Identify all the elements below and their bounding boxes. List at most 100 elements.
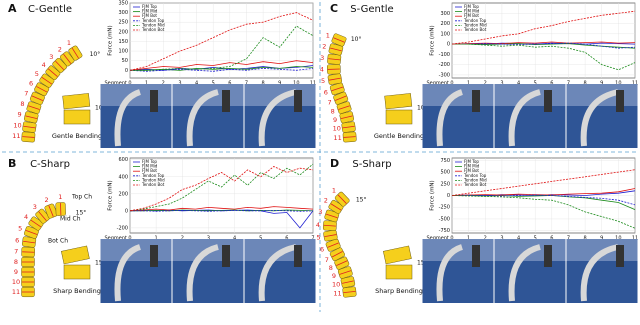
segment-marker xyxy=(23,125,36,129)
legend-label: FJM Bot xyxy=(464,13,479,18)
x-tick-label: 2 xyxy=(484,236,487,242)
x-axis-label: Segment xyxy=(105,236,128,242)
y-tick-label: -500 xyxy=(439,216,450,222)
legend-label: Tendon Top xyxy=(463,173,487,178)
segment-number: 6 xyxy=(29,80,33,88)
segment-number: 2 xyxy=(322,43,326,51)
legend-label: Tendon Top xyxy=(463,18,487,23)
inset-top xyxy=(62,93,91,110)
segment-marker xyxy=(38,211,47,222)
segment-marker xyxy=(28,105,40,110)
series-line xyxy=(451,41,636,45)
photo-robot xyxy=(580,89,619,147)
inset-top xyxy=(61,245,90,265)
segment-marker xyxy=(340,115,353,119)
y-tick-label: 300 xyxy=(118,10,128,16)
x-tick-label: 10 xyxy=(615,81,621,87)
segment-marker xyxy=(31,95,44,101)
segment-number: 3 xyxy=(49,53,53,61)
segment-number: 1 xyxy=(58,193,62,201)
x-tick-label: 7 xyxy=(311,236,314,242)
photo-fixture xyxy=(616,245,624,267)
photo-robot xyxy=(186,244,219,302)
x-tick-label: 0 xyxy=(450,81,453,87)
x-tick-label: 1 xyxy=(467,81,470,87)
segment-number: 8 xyxy=(329,264,333,272)
legend-label: FJM Top xyxy=(464,4,479,9)
x-tick-label: 4 xyxy=(517,236,520,242)
y-tick-label: 100 xyxy=(440,31,450,37)
segment-number: 6 xyxy=(15,236,19,244)
segment-number: 11 xyxy=(12,288,20,296)
inset-bottom xyxy=(385,109,413,125)
segment-marker xyxy=(339,270,352,275)
legend-label: Tendon Bot xyxy=(141,27,165,32)
x-tick-label: 10 xyxy=(293,81,299,87)
photo-robot xyxy=(258,244,297,302)
segment-number: 10 xyxy=(13,121,21,129)
y-axis-label: Force (mN) xyxy=(108,180,114,210)
y-tick-label: 200 xyxy=(440,21,450,27)
panel-title: C-Sharp xyxy=(30,159,70,170)
y-tick-label: 0 xyxy=(125,208,128,214)
segment-number: 1 xyxy=(332,187,336,195)
segment-number: 3 xyxy=(33,203,37,211)
y-tick-label: 50 xyxy=(122,58,128,64)
y-tick-label: 200 xyxy=(118,191,128,197)
panel-title: S-Sharp xyxy=(352,159,391,170)
photo-fixture xyxy=(294,245,302,267)
x-tick-label: 11 xyxy=(632,81,638,87)
x-tick-label: 11 xyxy=(632,236,638,242)
segment-marker xyxy=(328,77,341,81)
photo-robot xyxy=(436,244,464,302)
x-tick-label: 6 xyxy=(550,81,553,87)
x-tick-label: 3 xyxy=(178,81,181,87)
panel-title: S-Gentle xyxy=(350,4,393,15)
segment-number: 9 xyxy=(333,116,337,124)
x-tick-label: 4 xyxy=(517,81,520,87)
segment-number: 6 xyxy=(324,89,328,97)
segment-number: 5 xyxy=(321,77,325,85)
x-tick-label: 7 xyxy=(567,81,570,87)
legend-label: FJM Mid xyxy=(464,9,480,14)
photo-robot xyxy=(114,244,142,302)
segment-number: 9 xyxy=(17,111,21,119)
photo-robot xyxy=(258,89,297,147)
segment-number: 10 xyxy=(332,281,340,289)
segment-number: 4 xyxy=(42,61,46,69)
series-line xyxy=(451,194,636,206)
plot-area xyxy=(129,2,314,79)
x-tick-label: 5 xyxy=(212,81,215,87)
series-line xyxy=(129,12,314,71)
segment-marker xyxy=(327,242,339,248)
segment-number: 11 xyxy=(12,132,20,140)
photo-robot xyxy=(186,89,219,147)
y-tick-label: 300 xyxy=(440,11,450,17)
photo-fixture xyxy=(150,245,158,267)
y-tick-label: 0 xyxy=(447,42,450,48)
x-tick-label: 6 xyxy=(285,236,288,242)
x-tick-label: 9 xyxy=(278,81,281,87)
segment-number: 8 xyxy=(14,258,18,266)
series-line xyxy=(452,43,636,49)
x-tick-label: 1 xyxy=(145,81,148,87)
x-tick-label: 7 xyxy=(567,236,570,242)
plot-area xyxy=(129,157,314,234)
photo-fixture xyxy=(222,245,230,267)
x-tick-label: 8 xyxy=(583,236,586,242)
segment-number: 7 xyxy=(14,248,18,256)
series-line xyxy=(129,206,314,212)
series-line xyxy=(129,166,314,212)
segment-number: 6 xyxy=(320,246,324,254)
segment-number: 10 xyxy=(333,125,341,133)
x-axis-label: Segment xyxy=(105,81,128,87)
y-tick-label: -750 xyxy=(439,228,450,234)
photo-robot xyxy=(436,89,464,147)
segment-marker xyxy=(338,105,350,110)
legend-label: FJM Bot xyxy=(142,168,157,173)
segment-number: 4 xyxy=(316,221,320,229)
segment-number: 8 xyxy=(20,100,24,108)
segment-number: 4 xyxy=(320,66,324,74)
segment-marker xyxy=(22,136,35,138)
segment-marker xyxy=(48,205,54,217)
